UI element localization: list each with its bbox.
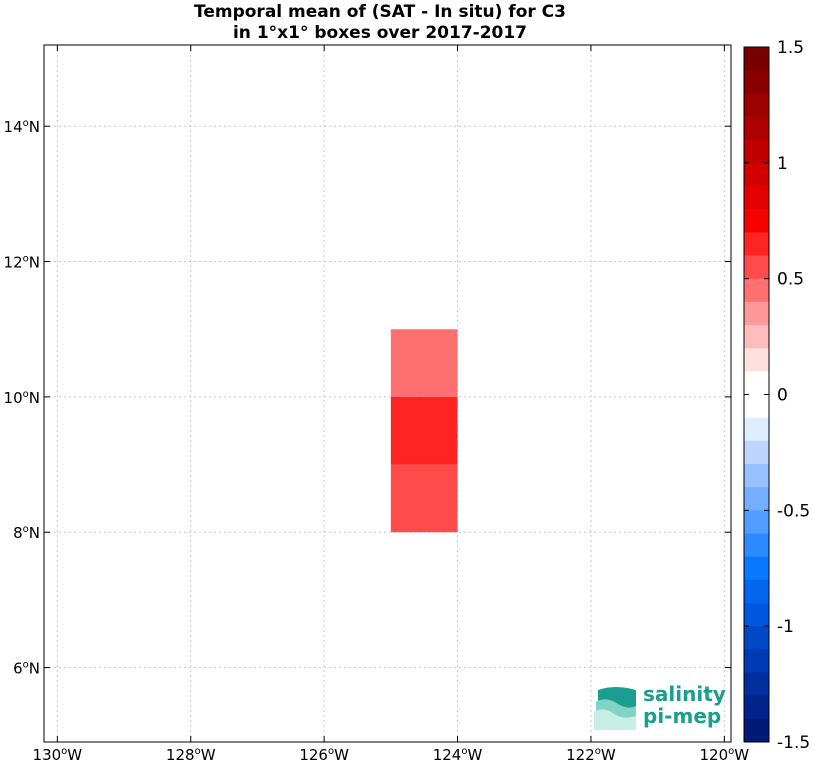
x-tick-deg-2: 126 — [299, 746, 328, 763]
y-tick-degree-sign-2: o — [23, 389, 29, 400]
colorbar-tick-label-6: -1.5 — [777, 733, 810, 753]
colorbar-segment-10 — [744, 278, 769, 303]
y-tick-hemi-4: N — [29, 118, 40, 136]
colorbar-segment-18 — [744, 464, 769, 488]
colorbar-segment-12 — [744, 325, 769, 349]
salinity-logo: salinity pi-mep — [594, 682, 726, 730]
heatmap-cell-2 — [390, 464, 458, 533]
colorbar-segment-5 — [744, 162, 769, 187]
y-tick-hemi-2: N — [29, 389, 40, 407]
colorbar-segment-23 — [744, 579, 769, 604]
y-tick-hemi-3: N — [29, 254, 40, 272]
colorbar-tick-label-3: 0 — [777, 386, 788, 406]
y-tick-deg-4: 14 — [4, 118, 23, 136]
colorbar-segment-4 — [744, 139, 769, 164]
plot-frame — [43, 44, 732, 743]
colorbar-segment-15 — [744, 394, 769, 419]
colorbar — [743, 46, 770, 743]
colorbar-tick-label-0: 1.5 — [777, 38, 804, 58]
colorbar-tick-label-1: 1 — [777, 154, 788, 174]
x-tick-degree-sign-2: o — [328, 746, 334, 757]
colorbar-segment-2 — [744, 93, 769, 117]
x-tick-degree-sign-5: o — [728, 746, 734, 757]
logo-line1: salinity — [643, 682, 726, 706]
x-tick-hemi-5: W — [734, 746, 749, 763]
x-tick-label-3: 124oW — [433, 746, 483, 763]
x-tick-deg-3: 124 — [433, 746, 462, 763]
colorbar-segment-25 — [744, 626, 769, 650]
colorbar-tick-label-5: -1 — [777, 617, 794, 637]
x-tick-label-4: 122oW — [566, 746, 616, 763]
y-tick-label-2: 10oN — [4, 389, 40, 407]
x-tick-label-5: 120oW — [700, 746, 750, 763]
colorbar-segment-11 — [744, 301, 769, 326]
colorbar-segment-19 — [744, 487, 769, 511]
heatmap-cell-0 — [390, 329, 458, 397]
x-tick-hemi-1: W — [201, 746, 216, 763]
y-tick-degree-sign-4: o — [23, 118, 29, 129]
colorbar-segment-27 — [744, 672, 769, 697]
colorbar-tick-label-4: -0.5 — [777, 501, 810, 521]
heatmap-cells — [390, 329, 458, 533]
colorbar-segment-16 — [744, 417, 769, 442]
colorbar-tick-label-2: 0.5 — [777, 270, 804, 290]
x-tick-deg-4: 122 — [566, 746, 595, 763]
y-tick-label-0: 6oN — [13, 660, 40, 678]
axis-ticks: 130oW 128oW 126oW 124oW 122oW 120oW6oN8oN10oN… — [4, 45, 750, 763]
colorbar-segment-6 — [744, 186, 769, 210]
y-tick-deg-2: 10 — [4, 389, 23, 407]
waves-icon — [594, 687, 636, 730]
y-tick-hemi-0: N — [29, 660, 40, 678]
x-tick-label-0: 130oW — [33, 746, 83, 763]
colorbar-segment-24 — [744, 603, 769, 627]
y-tick-hemi-1: N — [29, 524, 40, 542]
colorbar-segment-13 — [744, 348, 769, 372]
y-tick-label-4: 14oN — [4, 118, 40, 136]
colorbar-segment-14 — [744, 371, 769, 395]
colorbar-ticks: 1.5 1 0.5 0 -0.5 -1 -1.5 — [744, 38, 810, 753]
y-tick-deg-3: 12 — [4, 254, 23, 272]
x-tick-hemi-4: W — [601, 746, 616, 763]
heatmap-cell-1 — [390, 396, 458, 465]
colorbar-segment-8 — [744, 232, 769, 256]
colorbar-segment-26 — [744, 649, 769, 673]
y-tick-degree-sign-1: o — [23, 524, 29, 535]
x-tick-label-2: 126oW — [299, 746, 349, 763]
y-tick-deg-1: 8 — [13, 524, 23, 542]
y-tick-deg-0: 6 — [13, 660, 23, 678]
x-tick-label-1: 128oW — [166, 746, 216, 763]
colorbar-segment-1 — [744, 70, 769, 94]
chart-title-line1: Temporal mean of (SAT - In situ) for C3 — [194, 2, 566, 22]
colorbar-segment-9 — [744, 255, 769, 280]
x-tick-degree-sign-0: o — [61, 746, 67, 757]
colorbar-segment-7 — [744, 209, 769, 233]
x-tick-hemi-0: W — [67, 746, 82, 763]
x-tick-degree-sign-1: o — [195, 746, 201, 757]
grid-lines — [44, 45, 731, 742]
y-tick-label-1: 8oN — [13, 524, 40, 542]
x-tick-hemi-2: W — [334, 746, 349, 763]
x-tick-degree-sign-3: o — [461, 746, 467, 757]
x-tick-degree-sign-4: o — [595, 746, 601, 757]
x-tick-deg-1: 128 — [166, 746, 195, 763]
colorbar-segment-20 — [744, 510, 769, 534]
colorbar-segment-21 — [744, 533, 769, 558]
y-tick-degree-sign-3: o — [23, 254, 29, 265]
y-tick-degree-sign-0: o — [23, 660, 29, 671]
x-tick-deg-0: 130 — [33, 746, 62, 763]
logo-line2: pi-mep — [643, 704, 721, 728]
chart-title-line2: in 1°x1° boxes over 2017-2017 — [233, 23, 527, 43]
colorbar-segment-28 — [744, 695, 769, 720]
colorbar-segment-17 — [744, 440, 769, 465]
colorbar-segment-0 — [744, 47, 769, 71]
x-tick-deg-5: 120 — [700, 746, 729, 763]
y-tick-label-3: 12oN — [4, 254, 40, 272]
x-tick-hemi-3: W — [467, 746, 482, 763]
colorbar-segment-22 — [744, 556, 769, 581]
colorbar-segment-3 — [744, 116, 769, 141]
colorbar-segment-29 — [744, 718, 769, 743]
